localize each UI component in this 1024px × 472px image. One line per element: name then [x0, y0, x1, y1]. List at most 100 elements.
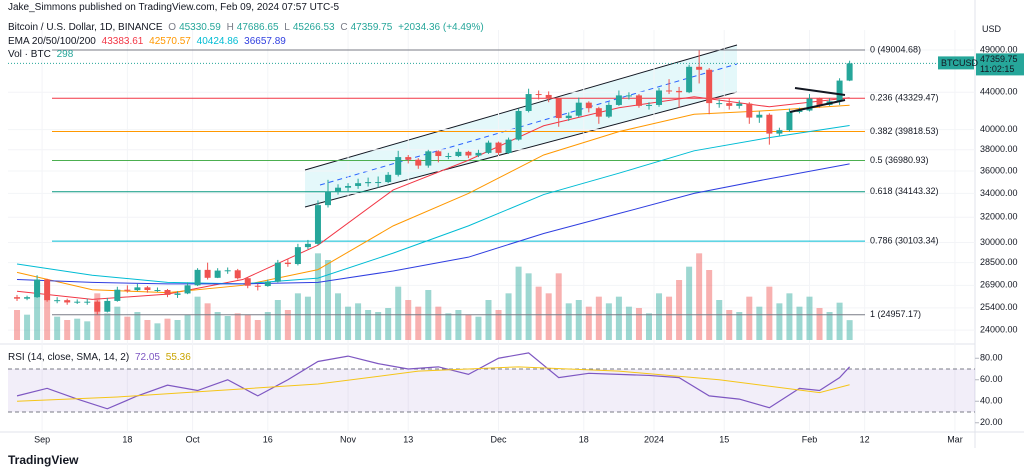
- candle-body: [314, 205, 321, 244]
- y-tick-label: 38000.00: [980, 144, 1018, 154]
- candle-body: [244, 278, 251, 286]
- volume-bar: [385, 308, 392, 340]
- volume-bar: [254, 320, 261, 340]
- candle-body: [766, 114, 773, 134]
- volume-bar: [304, 296, 311, 340]
- candle-body: [806, 98, 813, 111]
- fib-label: 0.618 (34143.32): [870, 186, 939, 196]
- ema-line: [16, 96, 850, 300]
- volume-bar: [204, 303, 211, 340]
- x-tick-label: 16: [263, 434, 273, 444]
- candle-body: [836, 80, 843, 102]
- volume-bar: [44, 300, 51, 340]
- x-tick-label: Dec: [491, 434, 508, 444]
- candle-body: [375, 182, 382, 184]
- ohlc-value: 47686.65: [236, 22, 279, 33]
- candle-body: [405, 157, 412, 160]
- candle-body: [455, 151, 462, 157]
- volume-bar: [415, 306, 422, 340]
- volume-bar: [324, 260, 331, 340]
- candle-body: [676, 90, 683, 93]
- candle-body: [505, 139, 512, 153]
- candle-body: [435, 151, 442, 157]
- candle-body: [124, 289, 131, 291]
- volume-bar: [495, 310, 502, 340]
- volume-bar: [475, 316, 482, 340]
- rsi-tick-label: 60.00: [980, 374, 1003, 384]
- candle-body: [184, 285, 191, 294]
- candle-body: [194, 269, 201, 286]
- candle-body: [465, 151, 472, 156]
- volume-bar: [335, 293, 342, 340]
- volume-bar: [375, 312, 382, 340]
- fib-label: 0 (49004.68): [870, 44, 921, 54]
- candle-body: [44, 279, 51, 301]
- ohlc-key: C: [340, 22, 348, 33]
- candle-body: [625, 95, 632, 97]
- candle-body: [54, 300, 61, 302]
- candle-body: [324, 191, 331, 206]
- volume-bar: [585, 306, 592, 340]
- price-tag: [976, 53, 1024, 76]
- rsi-title: RSI (14, close, SMA, 14, 2): [8, 352, 130, 363]
- x-tick-label: Mar: [947, 434, 963, 444]
- candle-body: [425, 151, 432, 166]
- volume-value: 298: [56, 49, 74, 60]
- volume-bar: [686, 266, 693, 340]
- candle-body: [355, 183, 362, 186]
- volume-bar: [294, 293, 301, 340]
- author: Jake_Simmons published on TradingView.co…: [8, 2, 340, 13]
- volume-bar: [124, 316, 131, 340]
- candle-body: [134, 287, 141, 291]
- candle-body: [635, 95, 642, 106]
- candle-body: [585, 102, 592, 109]
- x-tick-label: 12: [860, 434, 870, 444]
- y-tick-label: 26900.00: [980, 280, 1018, 290]
- volume-bar: [345, 306, 352, 340]
- candle-body: [565, 115, 572, 119]
- currency-label: USD: [982, 24, 1002, 34]
- candle-body: [645, 104, 652, 106]
- y-tick-label: 34000.00: [980, 188, 1018, 198]
- candle-body: [515, 110, 522, 140]
- volume-bar: [74, 318, 81, 340]
- price-tag-value: 47359.75: [980, 54, 1018, 64]
- volume-bar: [796, 306, 803, 340]
- ema-line: [16, 104, 850, 294]
- ohlc-key: O: [168, 22, 177, 33]
- candle-body: [224, 270, 231, 272]
- rsi-tick-label: 40.00: [980, 396, 1003, 406]
- volume-bar: [174, 320, 181, 340]
- volume-bar: [605, 303, 612, 340]
- candle-body: [575, 102, 582, 116]
- candle-body: [335, 187, 342, 192]
- volume-bar: [806, 296, 813, 340]
- volume-bar: [595, 296, 602, 340]
- x-tick-label: Nov: [340, 434, 357, 444]
- rsi-row: RSI (14, close, SMA, 14, 2) 72.05 55.36: [8, 352, 194, 363]
- volume-bar: [515, 266, 522, 340]
- candle-body: [74, 301, 81, 303]
- volume-bar: [154, 323, 161, 340]
- rsi-line: [16, 352, 851, 410]
- x-tick-label: 18: [579, 434, 589, 444]
- candle-body: [756, 114, 763, 118]
- y-tick-label: 32000.00: [980, 212, 1018, 222]
- volume-bar: [214, 312, 221, 340]
- candle-body: [64, 300, 71, 303]
- brand: TradingView: [8, 453, 81, 467]
- volume-bar: [34, 280, 41, 340]
- volume-title: Vol · BTC: [8, 49, 51, 60]
- volume-bar: [54, 316, 61, 340]
- ema-value: 43383.61: [101, 36, 144, 47]
- rsi-band: [8, 369, 975, 413]
- volume-bar: [565, 303, 572, 340]
- ema-line: [16, 125, 850, 285]
- ema-line: [17, 163, 850, 285]
- triangle-line: [789, 99, 846, 113]
- y-tick-label: 28500.00: [980, 257, 1018, 267]
- volume-bar: [134, 312, 141, 340]
- volume-bar: [826, 312, 833, 340]
- candle-body: [234, 270, 241, 279]
- fib-label: 1 (24957.17): [870, 309, 921, 319]
